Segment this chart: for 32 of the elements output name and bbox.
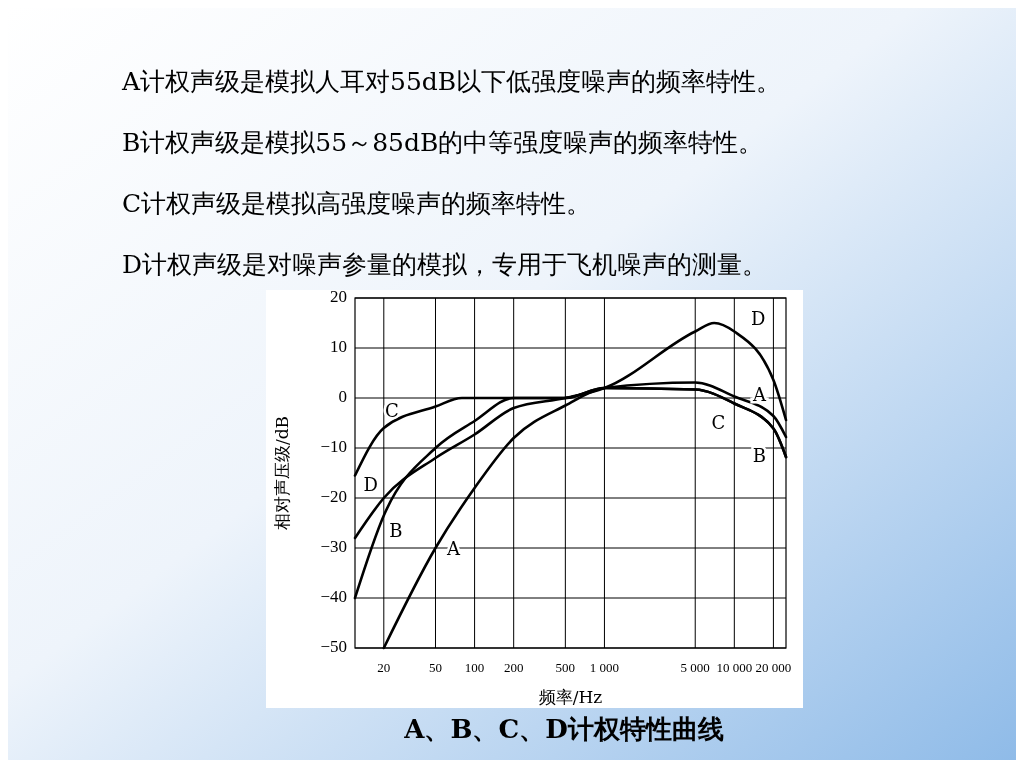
x-tick-label: 200 (503, 660, 524, 675)
text: B (752, 444, 767, 466)
y-tick-label: 20 (330, 286, 347, 306)
y-tick-label: 10 (330, 336, 347, 356)
x-tick-label: 10 000 (716, 660, 753, 675)
series-label: C (384, 400, 399, 421)
x-tick-label: 20 000 (755, 660, 792, 675)
text: C计权声级是模拟高强度噪声的频率特性。 (122, 189, 592, 218)
series-label: B (389, 519, 403, 541)
text: A、B、C、D计权特性曲线 (403, 714, 724, 744)
y-tick-label: −40 (320, 586, 347, 606)
x-tick-label: 50 (428, 660, 442, 675)
text: C (711, 411, 726, 433)
x-tick-label: 5 000 (680, 660, 710, 675)
text: B计权声级是模拟55～85dB的中等强度噪声的频率特性。 (122, 128, 764, 157)
text: D计权声级是对噪声参量的模拟，专用于飞机噪声的测量。 (122, 250, 768, 279)
x-tick-label: 100 (464, 660, 485, 675)
text: D (751, 307, 766, 329)
y-axis-title: 相对声压级/dB (272, 415, 292, 531)
x-tick-label: 20 (377, 660, 391, 675)
x-tick-label: 500 (555, 660, 576, 675)
y-tick-label: 0 (338, 386, 347, 406)
series-label: A (751, 384, 767, 405)
y-tick-label: −20 (320, 486, 347, 506)
text: A计权声级是模拟人耳对55dB以下低强度噪声的频率特性。 (121, 67, 782, 96)
y-tick-label: −50 (320, 636, 347, 656)
y-tick-label: −30 (320, 536, 347, 556)
text: A (446, 538, 460, 559)
y-tick-label: −10 (320, 436, 347, 456)
series-label: D (363, 474, 379, 495)
x-axis-title: 频率/Hz (538, 687, 603, 707)
x-tick-label: 1 000 (589, 660, 620, 675)
